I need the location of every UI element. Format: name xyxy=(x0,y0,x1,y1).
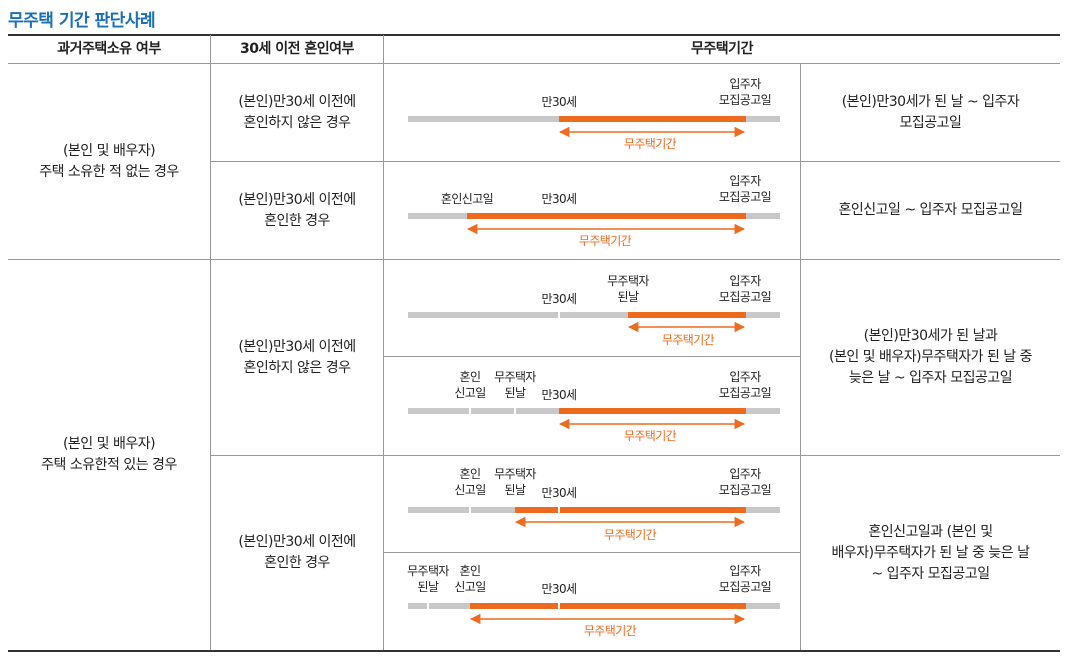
period-description-1: (본인)만30세가 된 날 ~ 입주자 모집공고일 xyxy=(841,93,1020,131)
marriage-report-label: 혼인신고일 xyxy=(441,192,493,206)
period-description-2: 혼인신고일 ~ 입주자 모집공고일 xyxy=(838,202,1023,218)
marriage-label-line1: 혼인 xyxy=(460,564,481,578)
homeless-label-line2: 된날 xyxy=(418,580,439,594)
row-divider-2 xyxy=(211,455,1060,456)
marriage-status-1: (본인)만30세 이전에 혼인하지 않은 경우 xyxy=(238,93,356,131)
age30-label: 만30세 xyxy=(542,192,577,206)
homeless-label-line1: 무주택자 xyxy=(494,370,536,384)
homeless-label-line2: 된날 xyxy=(618,290,639,304)
notice-label-line1: 입주자 xyxy=(729,274,761,288)
period-label: 무주택기간 xyxy=(624,429,677,443)
timeline-1: 만30세 입주자 모집공고일 무주택기간 xyxy=(408,77,780,151)
ownership-never-owned: (본인 및 배우자) 주택 소유한 적 없는 경우 xyxy=(39,142,179,180)
row-divider-1 xyxy=(211,161,1060,162)
page-title: 무주택 기간 판단사례 xyxy=(8,11,156,31)
homeless-label-line2: 된날 xyxy=(505,483,526,497)
timeline-3: 만30세 무주택자 된날 입주자 모집공고일 무주택기간 xyxy=(408,274,780,347)
table-top-rule xyxy=(8,34,1060,36)
group-divider-rule xyxy=(8,259,1060,260)
marriage-label-line2: 신고일 xyxy=(454,386,485,400)
homeless-label-line2: 된날 xyxy=(505,386,526,400)
notice-label-line2: 모집공고일 xyxy=(719,386,771,400)
header-bottom-rule xyxy=(8,63,1060,64)
column-divider-3 xyxy=(800,64,801,650)
age30-label: 만30세 xyxy=(542,95,577,109)
period-label: 무주택기간 xyxy=(579,234,632,248)
age30-label: 만30세 xyxy=(542,388,577,402)
notice-label-line1: 입주자 xyxy=(729,467,761,481)
notice-label-line2: 모집공고일 xyxy=(719,580,771,594)
notice-label-line2: 모집공고일 xyxy=(719,483,771,497)
header-homeless-period: 무주택기간 xyxy=(691,40,753,57)
ownership-has-owned: (본인 및 배우자) 주택 소유한적 있는 경우 xyxy=(41,436,177,473)
notice-label-line2: 모집공고일 xyxy=(719,190,771,204)
marriage-label-line1: 혼인 xyxy=(460,467,481,481)
sub-row-divider-1 xyxy=(384,356,800,357)
timeline-4: 혼인 신고일 무주택자 된날 만30세 입주자 모집공고일 무주택기간 xyxy=(408,370,780,443)
header-ownership: 과거주택소유 여부 xyxy=(57,40,161,57)
marriage-status-2: (본인)만30세 이전에 혼인한 경우 xyxy=(238,191,356,229)
timeline-5: 혼인 신고일 무주택자 된날 만30세 입주자 모집공고일 무주택기간 xyxy=(408,467,780,542)
period-description-4: 혼인신고일과 (본인 및 배우자)무주택자가 된 날 중 늦은 날 ~ 입주자 … xyxy=(831,523,1030,582)
header-marriage: 30세 이전 혼인여부 xyxy=(240,40,354,57)
period-description-3: (본인)만30세가 된 날과 (본인 및 배우자)무주택자가 된 날 중 늦은 … xyxy=(829,328,1033,386)
notice-label-line1: 입주자 xyxy=(729,77,761,91)
age30-label: 만30세 xyxy=(542,582,577,596)
timeline-6: 무주택자 된날 혼인 신고일 만30세 입주자 모집공고일 무주택기간 xyxy=(407,564,780,638)
age30-label: 만30세 xyxy=(542,292,577,306)
table-bottom-rule xyxy=(8,650,1060,652)
marriage-status-4: (본인)만30세 이전에 혼인한 경우 xyxy=(238,534,356,571)
period-label: 무주택기간 xyxy=(624,137,677,151)
column-divider-2 xyxy=(383,35,384,650)
notice-label-line1: 입주자 xyxy=(729,370,761,384)
marriage-label-line2: 신고일 xyxy=(454,483,485,497)
period-label: 무주택기간 xyxy=(662,333,715,347)
marriage-label-line1: 혼인 xyxy=(460,370,481,384)
homeless-label-line1: 무주택자 xyxy=(607,274,649,288)
timeline-2: 혼인신고일 만30세 입주자 모집공고일 무주택기간 xyxy=(408,174,780,248)
notice-label-line1: 입주자 xyxy=(729,564,761,578)
marriage-status-3: (본인)만30세 이전에 혼인하지 않은 경우 xyxy=(238,338,356,376)
marriage-label-line2: 신고일 xyxy=(454,580,485,594)
homeless-label-line1: 무주택자 xyxy=(494,467,536,481)
notice-label-line2: 모집공고일 xyxy=(719,290,771,304)
column-divider-1 xyxy=(210,35,211,650)
period-label: 무주택기간 xyxy=(584,624,637,638)
sub-row-divider-2 xyxy=(384,552,800,553)
notice-label-line2: 모집공고일 xyxy=(719,93,771,107)
period-label: 무주택기간 xyxy=(604,528,657,542)
age30-label: 만30세 xyxy=(542,486,577,500)
notice-label-line1: 입주자 xyxy=(729,174,761,188)
homeless-label-line1: 무주택자 xyxy=(407,564,449,578)
